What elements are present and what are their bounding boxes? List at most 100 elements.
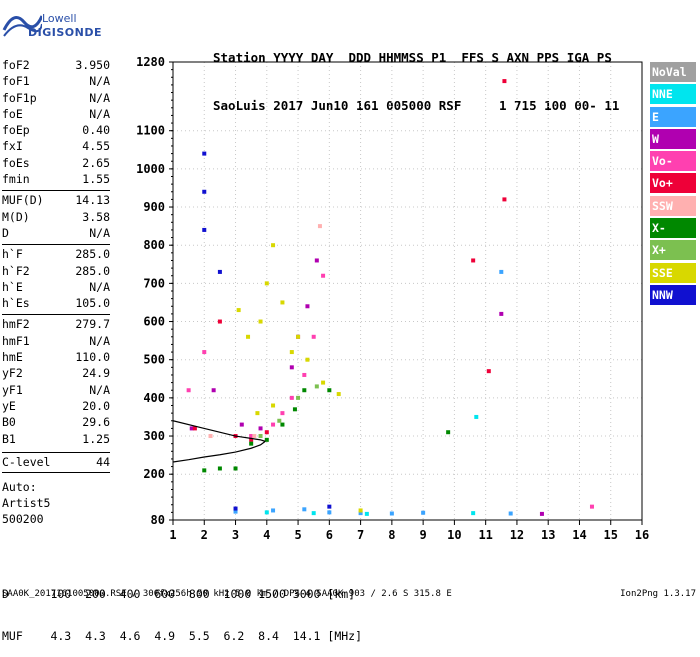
echo-point-nnw [233, 506, 238, 511]
echo-point-x [296, 395, 301, 400]
ionogram-chart: 1 2 3 4 5 6 7 8 9 10 11 12 13 14 15 16 8020030040050060… [136, 55, 649, 542]
auto-scaling-info: Auto: Artist5 500200 [2, 479, 110, 528]
x-tick-label: 3 [232, 528, 239, 542]
param-value: 3.58 [82, 209, 110, 224]
x-tick-label: 8 [388, 528, 395, 542]
echo-point-sse [289, 350, 294, 355]
param-row: yF2 24.9 [2, 366, 110, 382]
param-row: h`F 285.0 [2, 244, 110, 263]
echo-point-e [358, 511, 363, 516]
param-label: foF1 [2, 74, 30, 89]
param-row: D N/A [2, 226, 110, 242]
muf-table: D 100 200 400 600 800 1000 1500 3000 [km… [2, 559, 362, 657]
param-label: hmF2 [2, 317, 30, 332]
param-label: foEp [2, 123, 30, 138]
x-tick-label: 14 [572, 528, 586, 542]
param-value: 0.40 [82, 123, 110, 138]
legend-entry-ssw: SSW [650, 195, 696, 216]
station-header: Station YYYY DAY DDD HHMMSS P1 FFS S AXN… [213, 18, 619, 130]
param-row: foF1 N/A [2, 74, 110, 90]
param-value: 279.7 [75, 317, 110, 332]
parameter-table: foF2 3.950 foF1 N/A foF1p N/A foE N/A foEp 0.… [2, 58, 110, 528]
echo-point-ssw [208, 434, 213, 439]
param-label: h`F [2, 247, 23, 262]
param-row: foF1p N/A [2, 91, 110, 107]
echo-point-w [211, 388, 216, 393]
x-tick-label: 2 [201, 528, 208, 542]
legend-entry-vo: Vo- [650, 151, 696, 172]
param-label: yE [2, 398, 16, 413]
echo-point-sse [258, 319, 263, 324]
param-row: MUF(D) 14.13 [2, 190, 110, 209]
echo-point-vo [471, 258, 476, 263]
muf-table-distance-row: D 100 200 400 600 800 1000 1500 3000 [km… [2, 587, 356, 601]
x-tick-label: 16 [635, 528, 649, 542]
y-tick-label: 80 [151, 513, 165, 527]
param-label: fmin [2, 172, 30, 187]
echo-point-x [233, 466, 238, 471]
x-tick-label: 9 [420, 528, 427, 542]
echo-point-x [258, 434, 263, 439]
echo-point-sse [255, 411, 260, 416]
header-labels: Station YYYY DAY DDD HHMMSS P1 FFS S AXN… [213, 50, 612, 65]
y-tick-label: 1000 [136, 162, 165, 176]
param-value: 20.0 [82, 398, 110, 413]
param-value: 4.55 [82, 139, 110, 154]
param-value: N/A [89, 90, 110, 105]
param-row: h`F2 285.0 [2, 264, 110, 280]
param-value: 2.65 [82, 155, 110, 170]
y-tick-label: 1100 [136, 124, 165, 138]
echo-point-nnw [202, 151, 207, 156]
param-label: B1 [2, 431, 16, 446]
param-label: foF1p [2, 90, 37, 105]
param-value: 24.9 [82, 366, 110, 381]
legend-entry-x: X- [650, 218, 696, 239]
param-label: foEs [2, 155, 30, 170]
muf-table-muf-row: MUF 4.3 4.3 4.6 4.9 5.5 6.2 8.4 14.1 [MH… [2, 629, 363, 643]
param-row: hmF1 N/A [2, 334, 110, 350]
echo-point-sse [358, 508, 363, 513]
param-label: M(D) [2, 209, 30, 224]
echo-point-vo [589, 504, 594, 509]
echo-point-x [217, 466, 222, 471]
param-label: h`F2 [2, 263, 30, 278]
echo-point-w [539, 511, 544, 516]
y-tick-label: 1280 [136, 55, 165, 69]
x-axis-ticks: 1 2 3 4 5 6 7 8 9 10 11 12 13 14 15 16 [169, 520, 649, 542]
echo-point-nne [364, 511, 369, 516]
echo-point-x [446, 430, 451, 435]
echo-point-x [277, 418, 282, 423]
param-label: B0 [2, 415, 16, 430]
plot-frame [172, 61, 643, 521]
param-value: N/A [89, 382, 110, 397]
param-row: foEs 2.65 [2, 156, 110, 172]
echo-point-sse [321, 380, 326, 385]
echo-point-vo [302, 372, 307, 377]
chart-data-points [186, 79, 594, 516]
y-tick-label: 800 [143, 238, 165, 252]
echo-point-e [302, 507, 307, 512]
param-value: 44 [96, 454, 110, 469]
auto-line2: Artist5 [2, 496, 51, 511]
logo-line1: Lowell [42, 12, 77, 25]
echo-point-w [305, 304, 310, 309]
legend-entry-nnw: NNW [650, 284, 696, 305]
echo-point-sse [280, 300, 285, 305]
param-row: fxI 4.55 [2, 139, 110, 155]
param-value: 105.0 [75, 296, 110, 311]
echo-point-sse [305, 357, 310, 362]
echo-point-nne [264, 510, 269, 515]
echo-point-x [302, 388, 307, 393]
legend-entry-nne: NNE [650, 84, 696, 105]
x-tick-label: 13 [541, 528, 555, 542]
legend-entry-noval: NoVal [650, 62, 696, 82]
echo-point-sse [246, 334, 251, 339]
chart-grid [172, 61, 643, 521]
echo-point-e [327, 510, 332, 515]
echo-point-e [233, 509, 238, 514]
param-row: yE 20.0 [2, 399, 110, 415]
echo-point-sse [271, 243, 276, 248]
y-tick-label: 200 [143, 467, 165, 481]
echo-point-sse [296, 334, 301, 339]
y-tick-label: 400 [143, 391, 165, 405]
